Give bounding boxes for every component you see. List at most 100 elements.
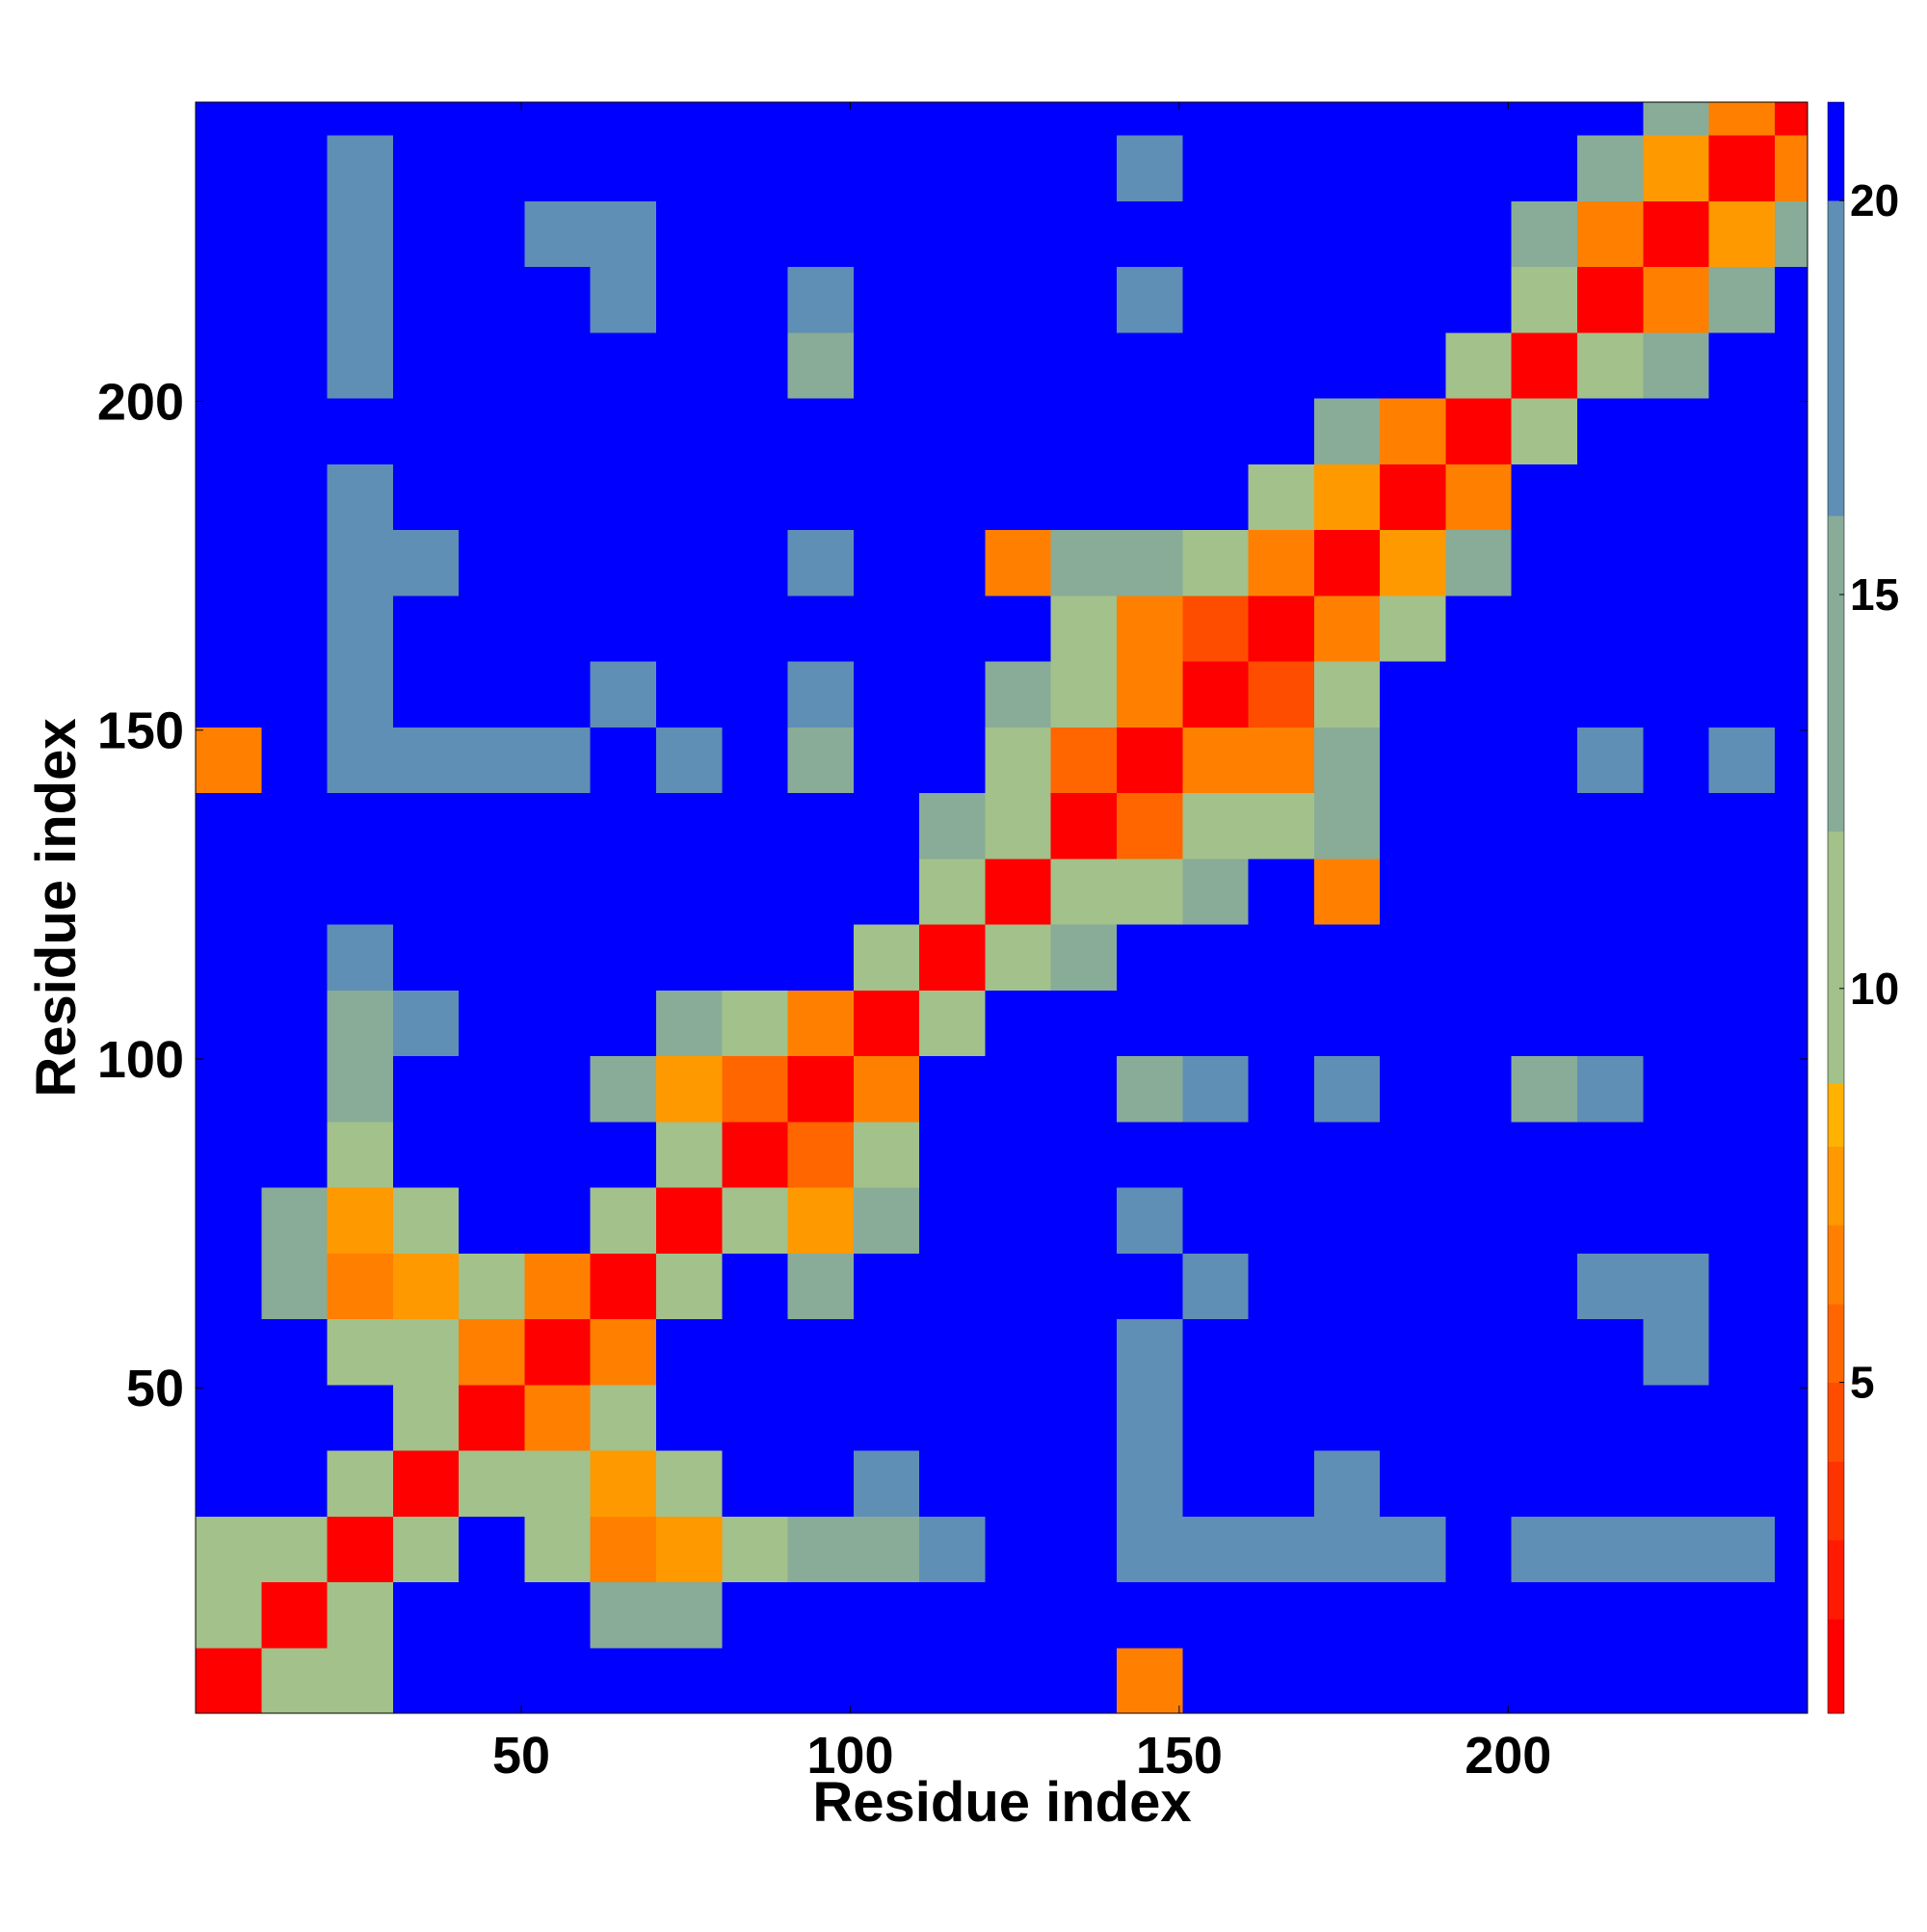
heatmap-cell [656, 1581, 723, 1649]
heatmap-cell [196, 1253, 262, 1320]
heatmap-cell [261, 398, 329, 464]
heatmap-cell [1445, 1450, 1513, 1517]
colorbar-segment [1828, 831, 1844, 1084]
heatmap-cell [196, 1318, 262, 1386]
heatmap-cell [1577, 1384, 1644, 1451]
heatmap-cell [1445, 1516, 1513, 1583]
heatmap-cell [1117, 595, 1183, 662]
heatmap-cell [656, 331, 723, 399]
heatmap-cell [787, 1055, 855, 1123]
heatmap-cell [787, 792, 855, 860]
colorbar-segment [1828, 1146, 1844, 1226]
heatmap-cell [1380, 858, 1446, 925]
heatmap-cell [656, 135, 723, 201]
heatmap-cell [1708, 1253, 1776, 1320]
heatmap-cell [1774, 529, 1808, 596]
heatmap-cell [1511, 1187, 1578, 1254]
heatmap-cell [1313, 1581, 1381, 1649]
heatmap-cell [1577, 529, 1644, 596]
heatmap-cell [1313, 1384, 1381, 1451]
heatmap-cell [459, 1384, 525, 1451]
heatmap-cell [261, 331, 329, 399]
heatmap-cell [1248, 727, 1315, 794]
heatmap-cell [1445, 858, 1513, 925]
heatmap-cell [722, 1647, 789, 1714]
heatmap-cell [196, 661, 262, 728]
heatmap-cell [919, 135, 986, 201]
heatmap-cell [327, 331, 394, 399]
heatmap-cell [327, 135, 394, 201]
heatmap-cell [1248, 1516, 1315, 1583]
heatmap-cell [1380, 661, 1446, 728]
heatmap-cell [1708, 1121, 1776, 1188]
heatmap-cell [392, 1647, 460, 1714]
heatmap-cell [261, 858, 329, 925]
heatmap-cell [392, 266, 460, 333]
heatmap-cell [327, 1253, 394, 1320]
heatmap-cell [1380, 1121, 1446, 1188]
heatmap-cell [1774, 727, 1808, 794]
colorbar-segment [1828, 516, 1844, 832]
heatmap-cell [327, 1516, 394, 1583]
heatmap-cell [1708, 102, 1776, 136]
heatmap-cell [722, 1581, 789, 1649]
heatmap-cell [1511, 102, 1578, 136]
heatmap-cell [590, 463, 657, 531]
heatmap-cell [459, 1516, 525, 1583]
heatmap-cell [261, 1187, 329, 1254]
heatmap-cell [656, 1647, 723, 1714]
heatmap-cell [1117, 1450, 1183, 1517]
heatmap-cell [1577, 1450, 1644, 1517]
heatmap-cell [919, 1647, 986, 1714]
heatmap-cell [1577, 1516, 1644, 1583]
heatmap-cell [1117, 102, 1183, 136]
heatmap-cell [1050, 1516, 1118, 1583]
heatmap-cell [261, 924, 329, 991]
heatmap-cell [590, 331, 657, 399]
heatmap-cell [722, 1187, 789, 1254]
colorbar-frame [1827, 101, 1845, 1714]
heatmap-cell [656, 398, 723, 464]
heatmap-cell [656, 1253, 723, 1320]
heatmap-cell [1445, 266, 1513, 333]
heatmap-cell [853, 1318, 920, 1386]
heatmap-cell [1445, 1187, 1513, 1254]
heatmap-cell [1380, 102, 1446, 136]
heatmap-cell [1313, 1516, 1381, 1583]
heatmap-cell [392, 1253, 460, 1320]
heatmap-cell [590, 102, 657, 136]
heatmap-cell [1445, 990, 1513, 1057]
heatmap-cell [1248, 331, 1315, 399]
heatmap-cell [1050, 331, 1118, 399]
heatmap-cell [1050, 1253, 1118, 1320]
heatmap-cell [1643, 463, 1710, 531]
heatmap-cell [1445, 1647, 1513, 1714]
heatmap-cell [327, 1055, 394, 1123]
heatmap-cell [1313, 463, 1381, 531]
heatmap-cell [1050, 924, 1118, 991]
heatmap-cell [656, 1516, 723, 1583]
heatmap-cell [1577, 102, 1644, 136]
heatmap-cell [1313, 102, 1381, 136]
heatmap-cell [590, 135, 657, 201]
heatmap-cell [524, 1384, 592, 1451]
heatmap-cell [196, 727, 262, 794]
heatmap-cell [919, 1187, 986, 1254]
heatmap-cell [1577, 398, 1644, 464]
heatmap-cell [1708, 727, 1776, 794]
heatmap-cell [1117, 1581, 1183, 1649]
heatmap-cell [919, 1384, 986, 1451]
heatmap-cell [1577, 1253, 1644, 1320]
heatmap-cell [787, 1384, 855, 1451]
heatmap-cell [196, 331, 262, 399]
heatmap-cell [1248, 398, 1315, 464]
heatmap-cell [1117, 1318, 1183, 1386]
heatmap-cell [787, 529, 855, 596]
heatmap-cell [1774, 1647, 1808, 1714]
heatmap-cell [1380, 1647, 1446, 1714]
heatmap-cell [1050, 727, 1118, 794]
heatmap-cell [853, 1384, 920, 1451]
heatmap-cell [459, 1318, 525, 1386]
